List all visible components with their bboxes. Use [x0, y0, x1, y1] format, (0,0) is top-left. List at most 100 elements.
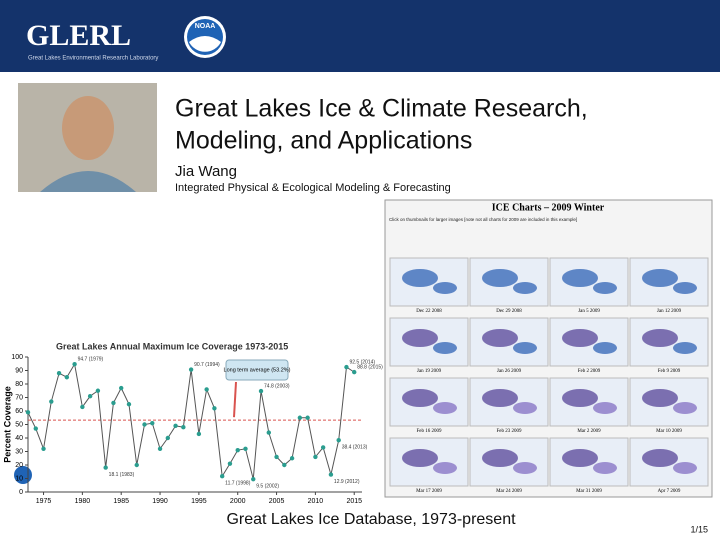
- data-point: [188, 367, 194, 372]
- data-point: [126, 402, 132, 407]
- data-point: [181, 425, 186, 430]
- data-point: [72, 361, 77, 367]
- ice-thumbnail-lake: [642, 449, 678, 467]
- data-point: [157, 446, 163, 451]
- data-point: [274, 454, 279, 460]
- ice-thumbnail-lake: [673, 282, 697, 294]
- data-point: [235, 447, 240, 453]
- title-line: Great Lakes Ice & Climate Research,: [175, 95, 588, 123]
- ice-thumbnail-lake: [433, 342, 457, 354]
- data-point: [344, 364, 349, 370]
- ice-thumbnail-lake: [433, 462, 457, 474]
- data-point: [352, 369, 357, 375]
- data-point: [227, 461, 233, 466]
- ice-thumbnail-lake: [593, 402, 617, 414]
- ice-thumbnail-date: Feb 23 2009: [497, 429, 523, 434]
- data-point: [282, 462, 287, 468]
- data-point: [111, 400, 116, 406]
- header-band: [0, 0, 720, 72]
- ice-thumbnail-lake: [673, 342, 697, 354]
- data-point: [336, 437, 341, 443]
- ice-thumbnail-date: Jan 26 2009: [497, 369, 522, 374]
- title-line: Modeling, and Applications: [175, 127, 472, 155]
- ice-thumbnail-date: Jan 19 2009: [417, 369, 442, 374]
- x-tick-label: 1985: [113, 498, 129, 505]
- data-point: [196, 431, 202, 437]
- ice-charts-note: Click on thumbnails for larger images [n…: [389, 217, 577, 222]
- series-line: [27, 362, 355, 480]
- x-tick-label: 1980: [75, 498, 91, 505]
- point-annotation: 18.1 (1983): [109, 472, 135, 478]
- ice-thumbnail-lake: [673, 402, 697, 414]
- point-annotation: 38.4 (2013): [342, 444, 368, 450]
- point-annotation: 90.7 (1994): [194, 362, 220, 368]
- ice-thumbnail-lake: [642, 329, 678, 347]
- ice-thumbnail-lake: [482, 389, 518, 407]
- y-tick-label: 70: [15, 394, 23, 401]
- ice-thumbnail-date: Apr 7 2009: [658, 489, 681, 494]
- chart-title: Great Lakes Annual Maximum Ice Coverage …: [56, 341, 288, 351]
- data-point: [49, 399, 54, 404]
- ice-thumbnail-lake: [673, 462, 697, 474]
- average-label: Long term average (53.2%): [224, 367, 291, 373]
- average-arrow: [233, 381, 237, 418]
- data-point: [119, 385, 124, 391]
- data-point: [103, 465, 108, 470]
- y-tick-label: 20: [15, 462, 23, 469]
- ice-thumbnail-lake: [482, 329, 518, 347]
- ice-thumbnail-lake: [402, 269, 438, 287]
- data-point: [87, 393, 93, 399]
- y-tick-label: 30: [15, 448, 23, 455]
- affiliation: Integrated Physical & Ecological Modelin…: [175, 182, 451, 194]
- page-number: 1/15: [690, 524, 708, 534]
- data-point: [25, 410, 31, 415]
- ice-thumbnail-date: Dec 29 2008: [496, 309, 522, 314]
- ice-thumbnail-lake: [482, 269, 518, 287]
- data-point: [258, 388, 264, 394]
- data-point: [142, 422, 147, 427]
- data-point: [243, 446, 248, 451]
- ice-thumbnail-date: Dec 22 2008: [416, 309, 442, 314]
- y-tick-label: 0: [19, 489, 23, 496]
- ice-thumbnail-lake: [562, 449, 598, 467]
- point-annotation: 88.8 (2015): [357, 364, 383, 370]
- data-point: [289, 456, 295, 461]
- data-point: [204, 387, 209, 392]
- ice-thumbnail-lake: [562, 329, 598, 347]
- ice-thumbnail-lake: [433, 282, 457, 294]
- y-tick-label: 10: [15, 475, 23, 482]
- data-point: [80, 404, 85, 410]
- ice-thumbnail-lake: [593, 462, 617, 474]
- data-point: [134, 462, 139, 468]
- point-annotation: 9.5 (2002): [256, 484, 279, 490]
- ice-thumbnail-lake: [513, 282, 537, 294]
- data-point: [212, 406, 217, 411]
- y-tick-label: 80: [15, 381, 23, 388]
- ice-thumbnail-lake: [562, 389, 598, 407]
- data-point: [297, 415, 303, 420]
- ice-charts-title: ICE Charts – 2009 Winter: [492, 202, 605, 213]
- ice-thumbnail-lake: [513, 462, 537, 474]
- data-point: [266, 430, 271, 435]
- y-axis-title: Percent Coverage: [2, 386, 12, 463]
- tagline: Great Lakes Environmental Research Labor…: [28, 56, 158, 62]
- x-tick-label: 2015: [346, 498, 362, 505]
- ice-thumbnail-date: Mar 24 2009: [496, 489, 522, 494]
- ice-thumbnail-date: Feb 16 2009: [417, 429, 443, 434]
- ice-thumbnail-date: Mar 31 2009: [576, 489, 602, 494]
- point-annotation: 94.7 (1979): [78, 356, 104, 362]
- photo-face: [62, 96, 114, 160]
- data-point: [150, 420, 155, 426]
- ice-thumbnail-date: Jan 5 2009: [578, 309, 600, 314]
- y-tick-label: 90: [15, 367, 23, 374]
- data-point: [320, 445, 326, 450]
- x-tick-label: 1995: [191, 498, 207, 505]
- ice-thumbnail-date: Feb 2 2009: [578, 369, 601, 374]
- noaa-gull: [189, 36, 221, 52]
- ice-thumbnail-lake: [562, 269, 598, 287]
- ice-thumbnail-date: Mar 17 2009: [416, 489, 442, 494]
- photo-shirt: [40, 171, 136, 192]
- y-tick-label: 40: [15, 435, 23, 442]
- x-tick-label: 2005: [269, 498, 285, 505]
